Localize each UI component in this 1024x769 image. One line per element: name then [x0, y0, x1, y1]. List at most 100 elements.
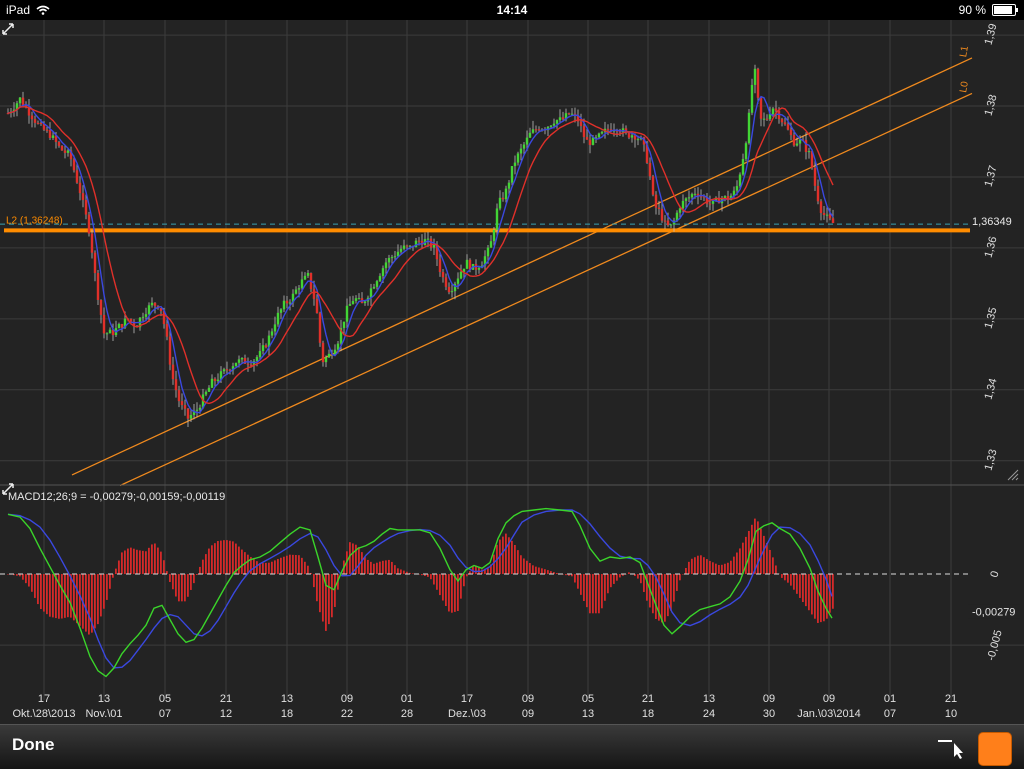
candle-body	[684, 198, 688, 201]
macd-histogram-bar	[583, 574, 585, 601]
macd-histogram-bar	[448, 574, 450, 612]
candle-body	[663, 220, 667, 222]
done-button[interactable]: Done	[12, 735, 55, 754]
macd-histogram-bar	[364, 557, 366, 575]
macd-histogram-bar	[295, 555, 297, 575]
candle-body	[147, 305, 151, 315]
macd-histogram-bar	[421, 574, 423, 576]
date-tick-bottom: 22	[341, 708, 353, 720]
macd-histogram-bar	[316, 574, 318, 602]
macd-histogram-bar	[31, 574, 33, 592]
candle-body	[531, 129, 535, 133]
candle-body	[453, 283, 457, 292]
macd-histogram-bar	[247, 554, 249, 575]
macd-histogram-bar	[442, 574, 444, 601]
macd-histogram-bar	[676, 574, 678, 591]
macd-histogram-bar	[487, 568, 489, 575]
macd-histogram-bar	[115, 568, 117, 575]
candle-body	[579, 121, 583, 127]
resize-handle-icon[interactable]	[1007, 469, 1019, 481]
trendlines[interactable]: L1 L0	[71, 45, 973, 487]
macd-histogram-bar	[652, 574, 654, 614]
candle-body	[18, 97, 22, 104]
candle-body	[294, 289, 298, 294]
candle-body	[756, 68, 760, 98]
macd-histogram-bar	[553, 572, 555, 575]
macd-histogram-bar	[610, 574, 612, 588]
candle-body	[195, 409, 199, 411]
macd-histogram-bar	[76, 574, 78, 624]
candle-body	[81, 193, 85, 200]
candle-body	[687, 197, 691, 199]
macd-histogram-bar	[349, 542, 351, 575]
macd-histogram-bar	[166, 571, 168, 575]
macd-last-value: -0,00279	[972, 607, 1015, 619]
candle-body	[105, 333, 109, 335]
candle-body	[432, 244, 436, 248]
macd-histogram-bar	[670, 574, 672, 611]
date-tick-top: 05	[159, 693, 171, 705]
candle-body	[414, 240, 418, 248]
moving-average-fast	[7, 95, 834, 414]
macd-histogram-bar	[55, 574, 57, 619]
macd-histogram-bar	[145, 551, 147, 575]
price-tick-label: 1,35	[983, 306, 1000, 330]
candle-body	[750, 84, 754, 113]
candle-body	[552, 123, 556, 126]
candle-body	[732, 190, 736, 196]
macd-histogram-bar	[118, 560, 120, 575]
macd-histogram-bar	[64, 574, 66, 618]
expand-icon-macd[interactable]	[2, 483, 14, 495]
candle-body	[180, 401, 184, 406]
macd-histogram-bar	[409, 572, 411, 575]
candle-body	[231, 366, 235, 371]
candle-body	[585, 137, 589, 140]
candle-body	[657, 207, 661, 210]
expand-icon-top[interactable]	[2, 23, 14, 35]
macd-histogram-bar	[742, 542, 744, 575]
trendline-l0	[119, 92, 973, 487]
cursor-tool-icon[interactable]	[936, 737, 966, 761]
candle-body	[642, 137, 646, 145]
candle-body	[285, 300, 289, 304]
candle-body	[588, 139, 592, 145]
candle-body	[711, 200, 715, 204]
macd-histogram-bar	[19, 574, 21, 577]
horizontal-line-l2[interactable]: L2 (1,36248)	[0, 215, 970, 233]
macd-histogram-bar	[136, 549, 138, 575]
candle-body	[492, 229, 496, 242]
candle-body	[783, 122, 787, 125]
macd-histogram-bar	[268, 562, 270, 575]
macd-histogram-bar	[361, 552, 363, 575]
macd-histogram-bar	[661, 574, 663, 623]
macd-histogram-bar	[367, 559, 369, 575]
candle-body	[342, 321, 346, 329]
candle-body	[324, 357, 328, 363]
candle-body	[759, 97, 763, 119]
wifi-icon	[36, 5, 50, 15]
macd-tick-label: 0	[988, 570, 1001, 579]
candle-body	[702, 196, 706, 198]
date-tick-top: 21	[220, 693, 232, 705]
macd-histogram-bar	[454, 574, 456, 612]
candle-body	[336, 343, 340, 350]
candle-body	[255, 357, 259, 361]
color-select-button[interactable]	[978, 732, 1012, 766]
macd-histogram-bar	[214, 543, 216, 575]
macd-histogram-bar	[433, 574, 435, 585]
macd-histogram-bar	[568, 574, 570, 576]
macd-histogram-bar	[34, 574, 36, 598]
candle-body	[375, 281, 379, 287]
candle-body	[132, 321, 136, 327]
candle-body	[780, 119, 784, 123]
candle-body	[276, 312, 280, 325]
candle-body	[591, 137, 595, 145]
date-tick-bottom: 10	[945, 708, 957, 720]
candle-body	[417, 240, 421, 242]
macd-histogram-bar	[217, 541, 219, 575]
macd-histogram-bar	[238, 546, 240, 575]
macd-histogram-bar	[100, 574, 102, 617]
date-tick-top: 09	[522, 693, 534, 705]
candle-body	[6, 113, 10, 115]
